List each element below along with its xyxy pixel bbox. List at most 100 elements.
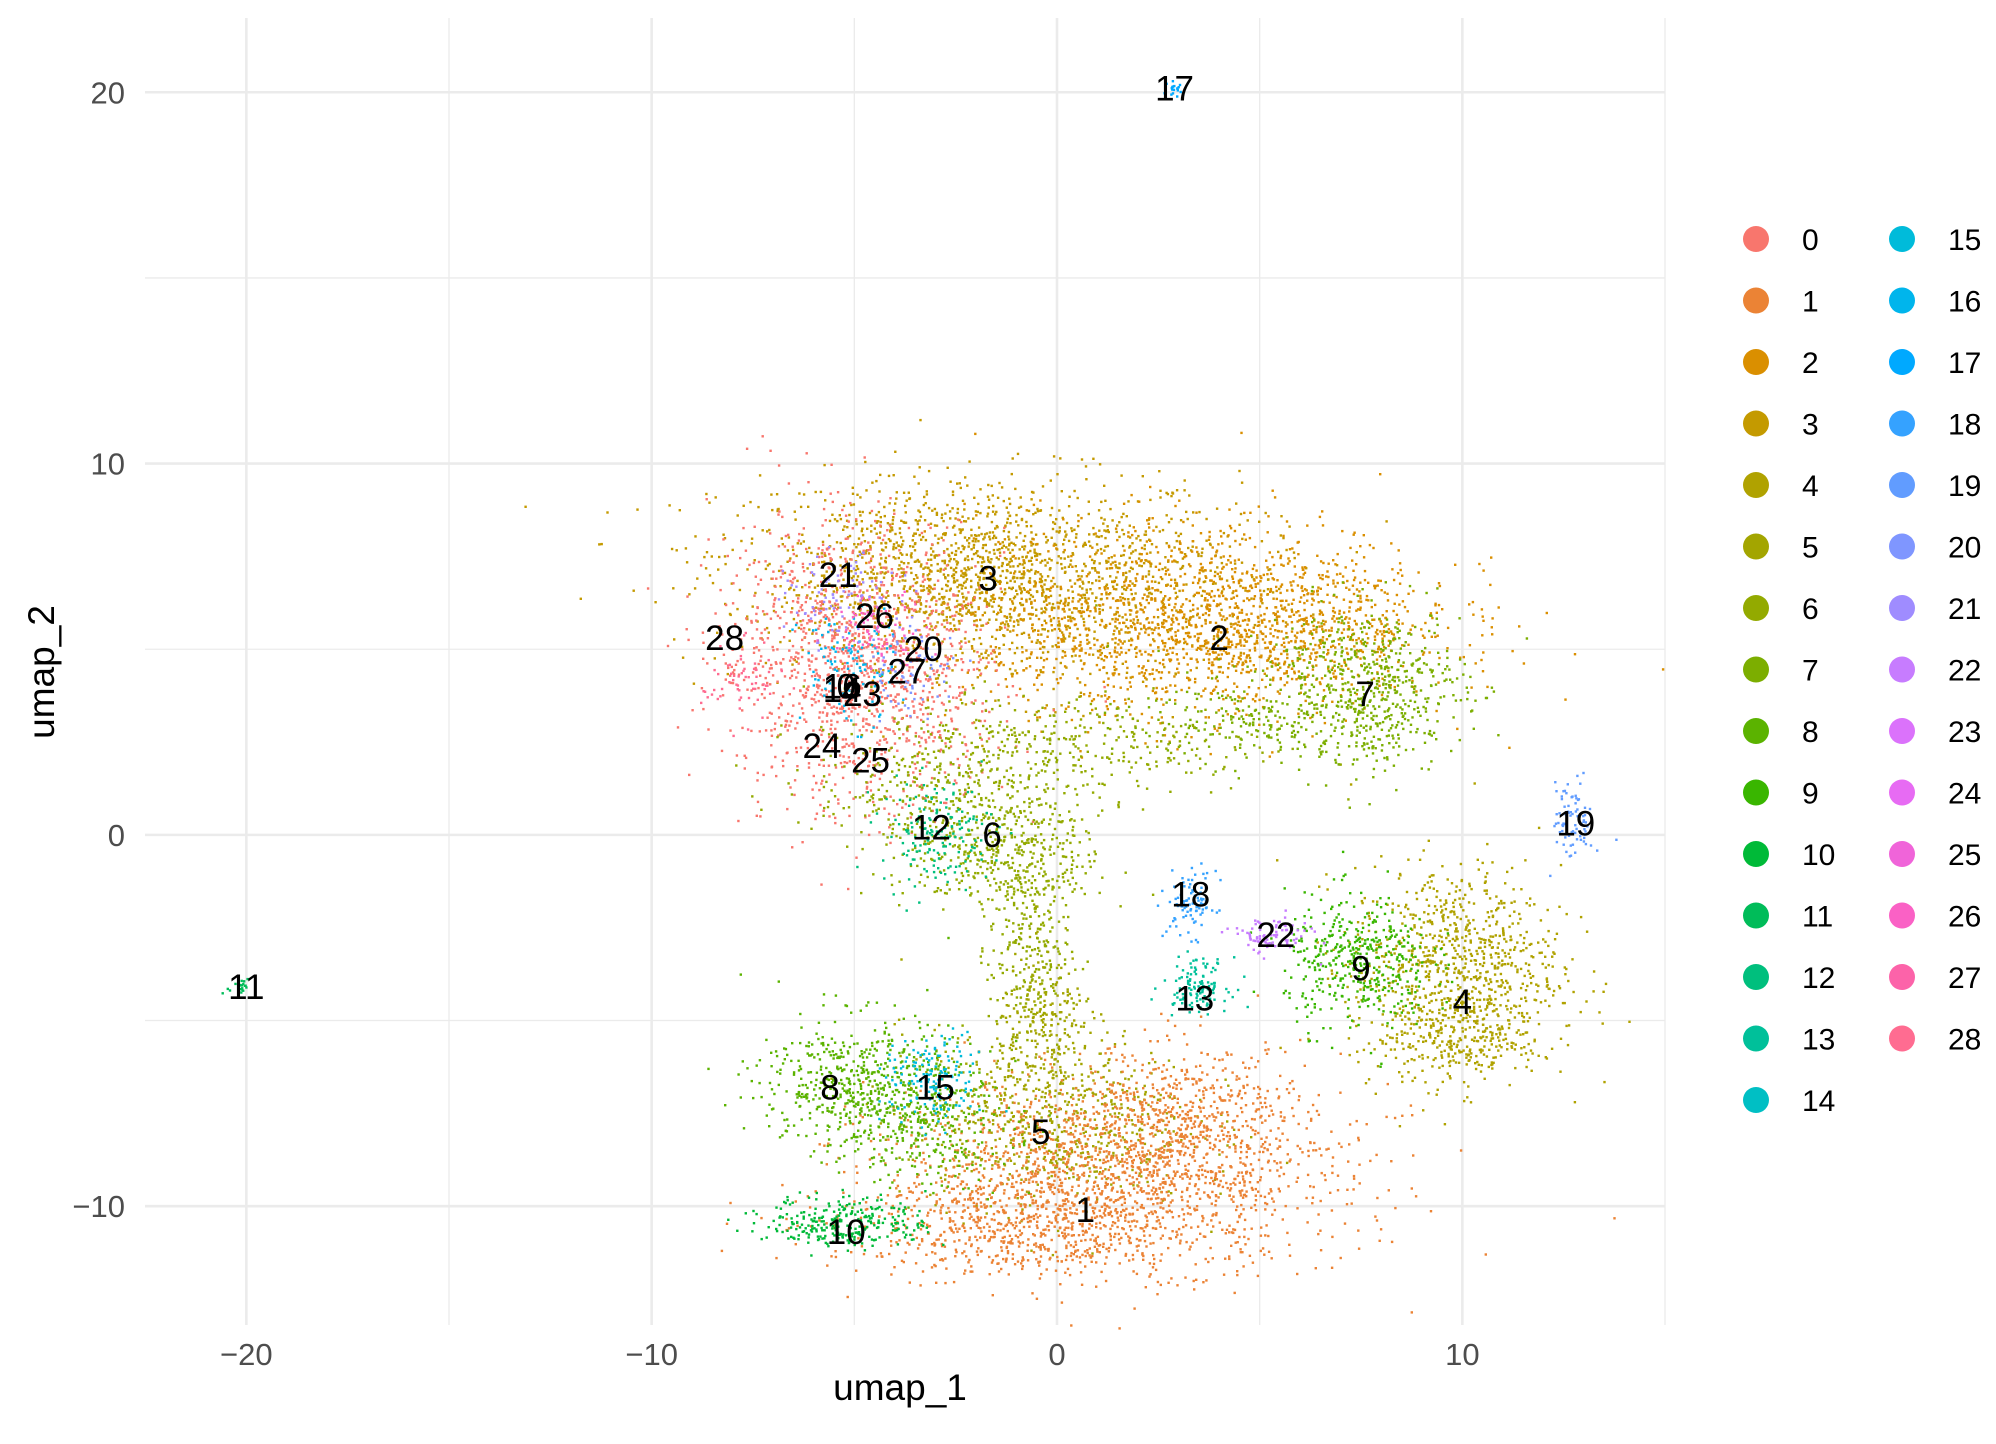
cluster-label-11: 11 [228, 968, 264, 1007]
legend-item-20: 20 [1889, 532, 1981, 565]
cluster-label-2: 2 [1209, 619, 1228, 658]
legend-key-dot [1743, 718, 1769, 744]
cluster-label-17: 17 [1155, 70, 1194, 109]
legend-item-23: 23 [1889, 716, 1981, 749]
cluster-3-points [668, 490, 1124, 686]
legend-label: 20 [1948, 532, 1981, 565]
cluster-11-points [221, 977, 249, 995]
legend: 0123456789101112131415161718192021222324… [1743, 224, 1981, 1118]
cluster-label-5: 5 [1031, 1113, 1050, 1152]
cluster-6-points [961, 820, 1089, 1074]
cluster-label-18: 18 [1171, 875, 1210, 914]
cluster-label-6: 6 [982, 816, 1001, 855]
legend-item-0: 0 [1743, 224, 1819, 257]
cluster-label-24: 24 [802, 727, 841, 766]
cluster-5-points [975, 905, 1105, 1132]
legend-item-11: 11 [1743, 901, 1833, 934]
legend-label: 27 [1948, 962, 1981, 995]
legend-key-dot [1889, 533, 1915, 560]
legend-item-28: 28 [1889, 1024, 1981, 1057]
legend-item-15: 15 [1889, 224, 1981, 257]
cluster-label-9: 9 [1351, 950, 1370, 989]
legend-label: 15 [1948, 224, 1981, 257]
y-tick-label: 20 [91, 75, 125, 110]
legend-item-17: 17 [1889, 347, 1981, 380]
legend-label: 3 [1802, 409, 1819, 442]
legend-key-dot [1889, 472, 1915, 498]
x-tick-label: 10 [1445, 1337, 1479, 1372]
cluster-label-8: 8 [820, 1068, 839, 1107]
legend-item-5: 5 [1743, 532, 1819, 565]
cluster-label-13: 13 [1175, 979, 1214, 1018]
cluster-label-19: 19 [1556, 805, 1595, 844]
legend-key-dot [1889, 349, 1915, 375]
cluster-6-points [843, 687, 1350, 811]
legend-label: 19 [1948, 470, 1981, 503]
legend-item-3: 3 [1743, 409, 1819, 442]
cluster-1-points [983, 994, 1414, 1224]
cluster-label-22: 22 [1256, 916, 1295, 955]
legend-item-22: 22 [1889, 655, 1981, 688]
legend-key-dot [1743, 841, 1769, 867]
cluster-label-16: 16 [823, 667, 862, 706]
legend-key-dot [1889, 718, 1915, 744]
cluster-12-points [856, 760, 1013, 912]
legend-label: 7 [1802, 655, 1819, 688]
cluster-label-4: 4 [1453, 983, 1472, 1022]
legend-key-dot [1743, 1025, 1769, 1052]
legend-key-dot [1889, 902, 1915, 929]
legend-key-dot [1889, 964, 1915, 990]
legend-item-24: 24 [1889, 778, 1981, 811]
cluster-label-0: 0 [836, 667, 855, 706]
legend-item-12: 12 [1743, 962, 1835, 995]
cluster-2-points [871, 529, 1350, 759]
legend-key-dot [1889, 656, 1915, 683]
cell-points [221, 80, 1665, 1330]
legend-item-8: 8 [1743, 716, 1819, 749]
legend-key-dot [1889, 287, 1915, 314]
legend-key-dot [1889, 1025, 1915, 1052]
cluster-0-points [646, 435, 1006, 891]
cluster-22-points [1220, 909, 1326, 966]
legend-label: 6 [1802, 593, 1819, 626]
cluster-17-points [1163, 80, 1182, 98]
legend-key-dot [1743, 595, 1769, 621]
cluster-label-28: 28 [705, 619, 744, 658]
legend-item-18: 18 [1889, 409, 1981, 442]
legend-item-2: 2 [1743, 347, 1819, 380]
x-tick-label: −10 [625, 1337, 678, 1372]
legend-label: 5 [1802, 532, 1819, 565]
cluster-18-points [1156, 862, 1222, 944]
legend-key-dot [1743, 226, 1769, 252]
legend-item-1: 1 [1743, 286, 1819, 319]
legend-label: 9 [1802, 778, 1819, 811]
legend-label: 0 [1802, 224, 1819, 257]
legend-item-21: 21 [1889, 593, 1981, 626]
legend-label: 28 [1948, 1024, 1981, 1057]
y-tick-label: 10 [91, 447, 125, 482]
legend-item-4: 4 [1743, 470, 1819, 503]
cluster-1-points [781, 1041, 1616, 1330]
legend-label: 1 [1802, 286, 1819, 319]
cluster-8-points [778, 1048, 1051, 1209]
cluster-label-27: 27 [888, 653, 927, 692]
cluster-10-points [727, 1188, 945, 1257]
cluster-label-25: 25 [851, 742, 890, 781]
y-axis-title: umap_2 [21, 605, 62, 739]
legend-label: 13 [1802, 1024, 1835, 1057]
cluster-4-points [1373, 994, 1570, 1099]
legend-key-dot [1889, 841, 1915, 867]
legend-label: 2 [1802, 347, 1819, 380]
cluster-13-points [1150, 950, 1249, 1017]
legend-item-16: 16 [1889, 286, 1981, 319]
cluster-label-12: 12 [912, 808, 951, 847]
legend-label: 16 [1948, 286, 1981, 319]
grid-lines [145, 18, 1666, 1325]
legend-label: 24 [1948, 778, 1981, 811]
legend-item-14: 14 [1743, 1085, 1835, 1118]
cluster-label-20: 20 [904, 630, 943, 669]
legend-label: 26 [1948, 901, 1981, 934]
cluster-15-points [878, 1027, 1008, 1137]
legend-key-dot [1889, 410, 1915, 437]
legend-label: 4 [1802, 470, 1819, 503]
